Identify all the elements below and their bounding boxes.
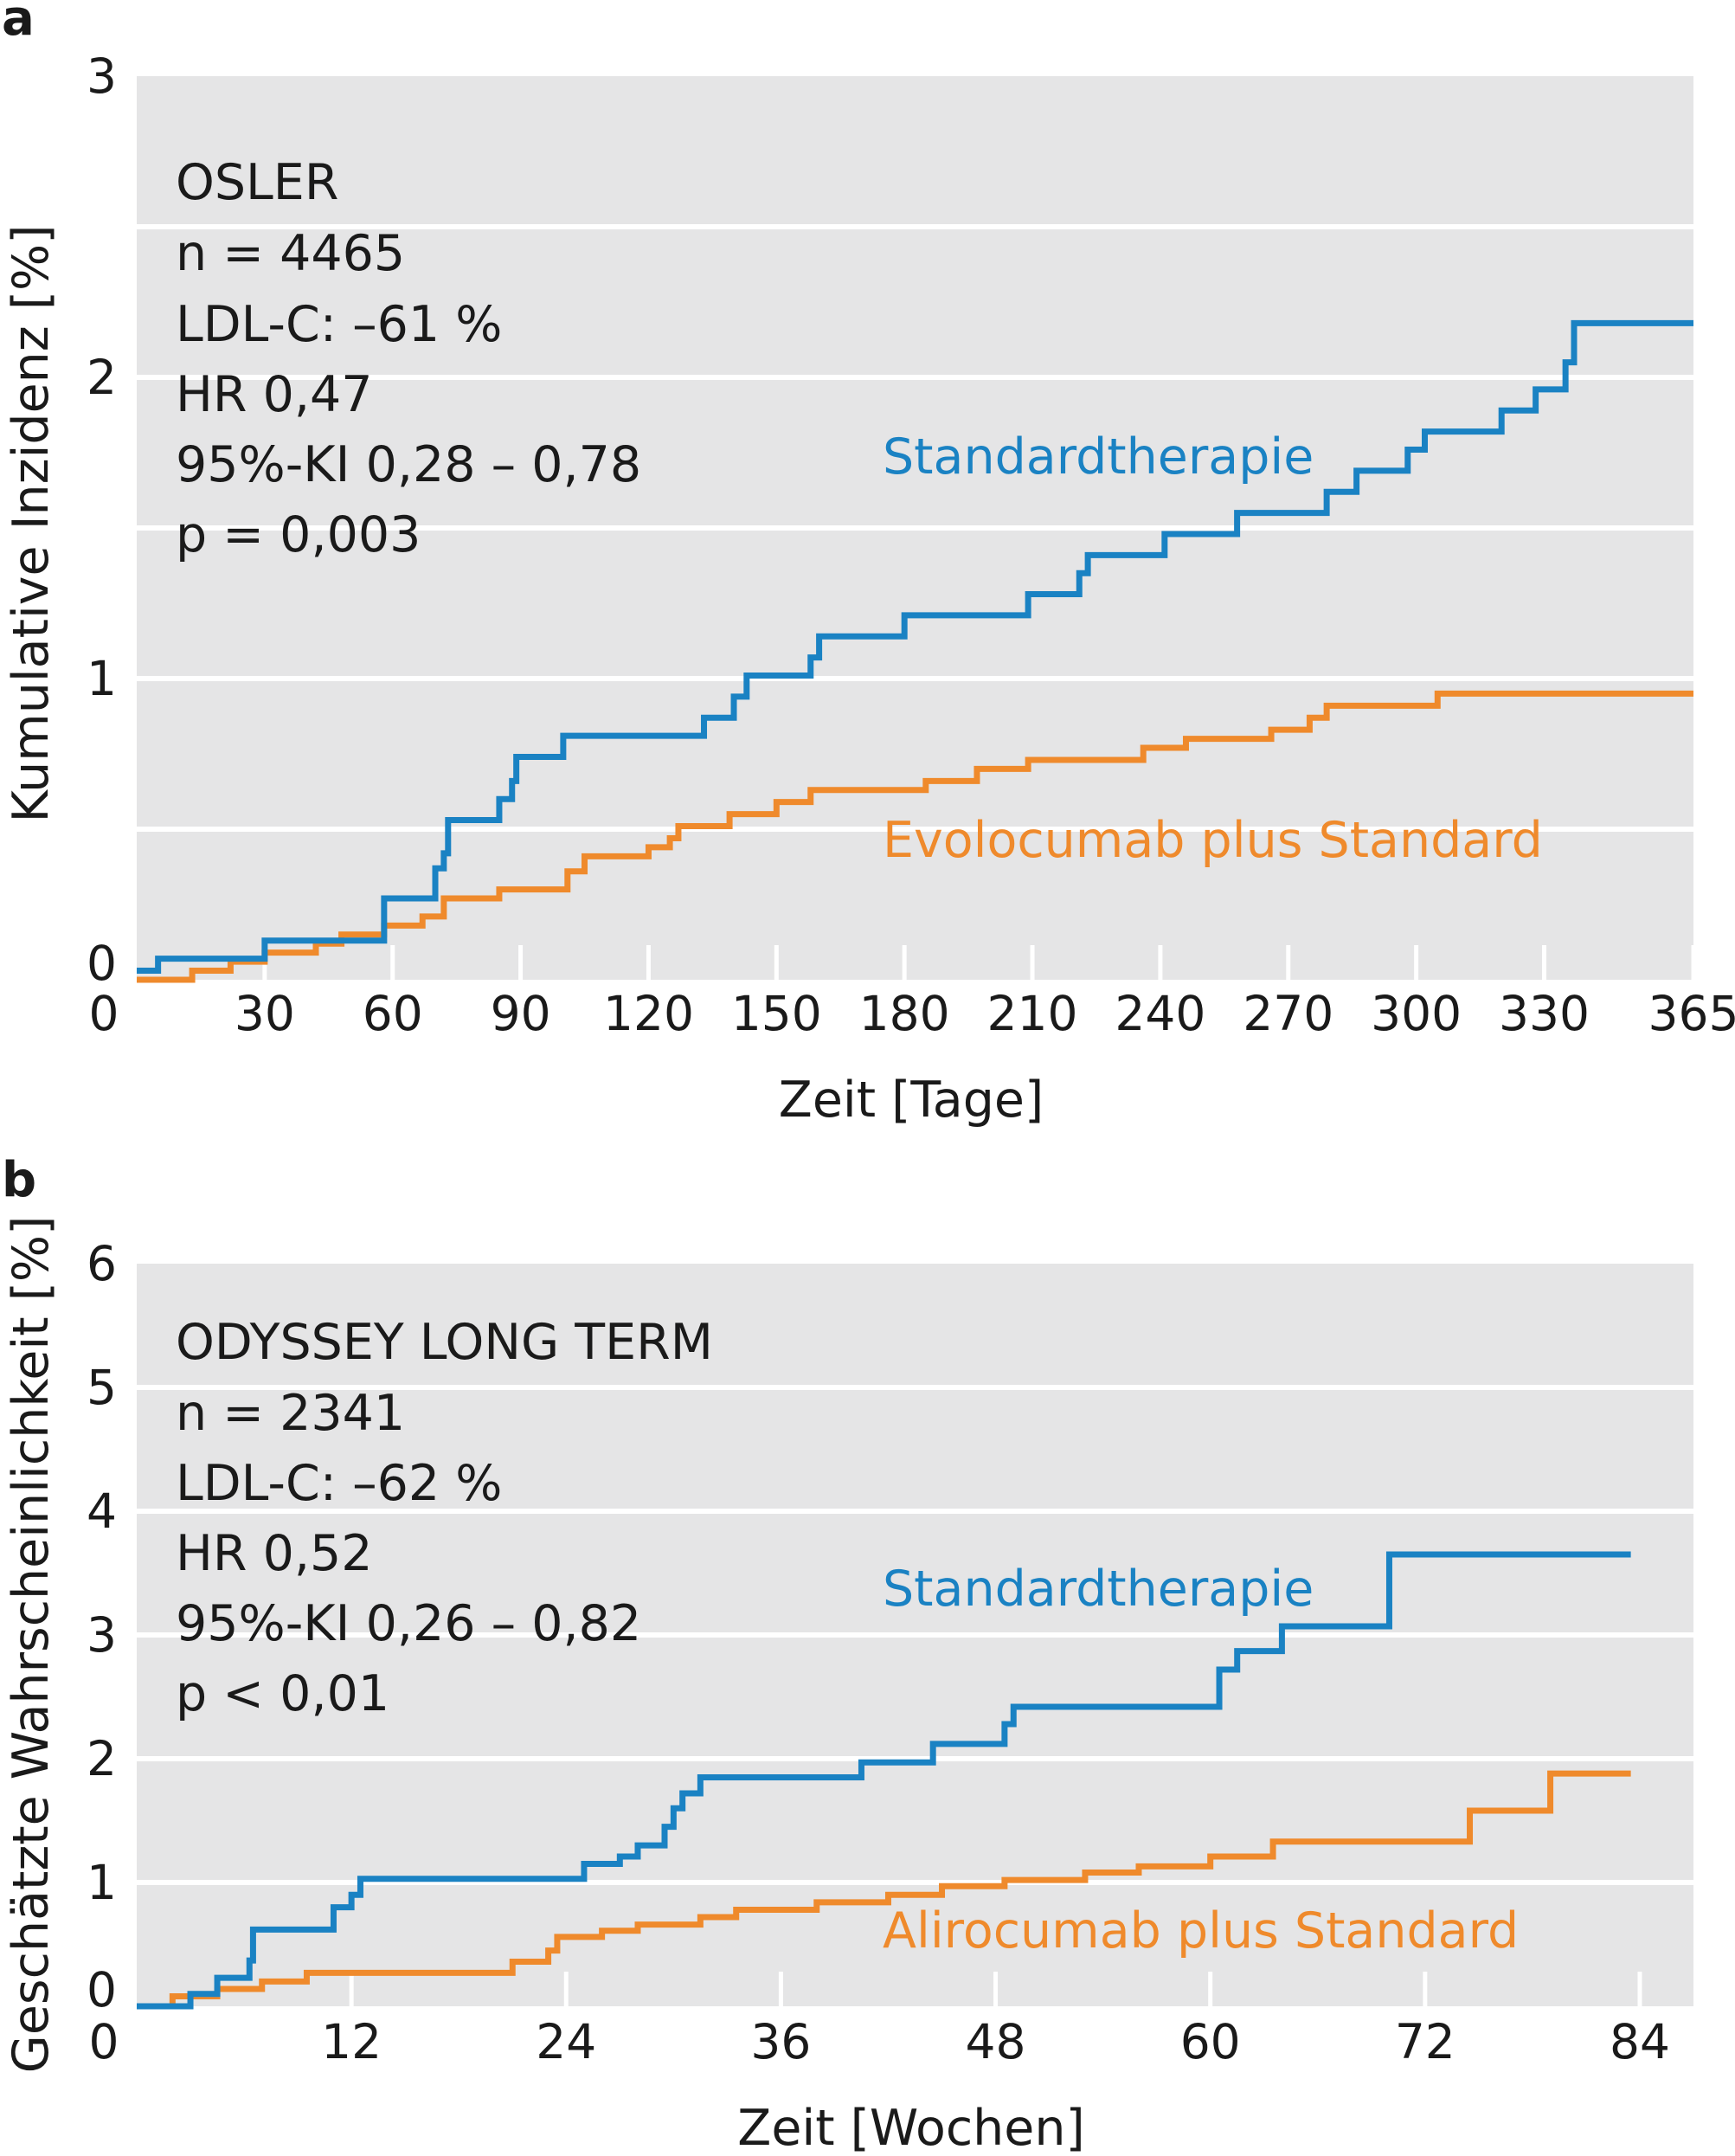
x-tick-label: 72 [1395, 2014, 1455, 2069]
panel-a: a 0 1 2 3 0 30 60 90 120 150 180 210 240 270 300 330 36… [2, 0, 1735, 1129]
series-line-pcsk9 [137, 1770, 1631, 2010]
y-tick-label: 0 [87, 936, 117, 991]
y-tick-label: 1 [87, 651, 117, 706]
panel-a-y-axis-title: Kumulative Inzidenz [%] [3, 225, 60, 823]
panel-b-x-tick-labels: 0 12 24 36 48 60 72 84 [89, 2014, 1670, 2069]
panel-a-hr: HR 0,47 [176, 366, 373, 423]
x-tick-label: 120 [603, 986, 694, 1041]
panel-b-letter: b [2, 1152, 36, 1208]
panel-a-gridlines [137, 224, 1693, 832]
y-tick-label: 2 [87, 1731, 117, 1786]
y-tick-label: 4 [87, 1483, 117, 1539]
panel-b-trial-name: ODYSSEY LONG TERM [176, 1314, 713, 1371]
x-tick-label: 180 [859, 986, 950, 1041]
panel-b-p-value: p < 0,01 [176, 1665, 389, 1722]
x-tick-label: 84 [1610, 2014, 1670, 2069]
panel-b-hr: HR 0,52 [176, 1525, 373, 1582]
x-tick-label: 210 [987, 986, 1078, 1041]
panel-b-y-axis-title: Geschätzte Wahrscheinlichkeit [%] [3, 1216, 60, 2074]
y-tick-label: 5 [87, 1360, 117, 1415]
x-tick-label: 48 [966, 2014, 1026, 2069]
panel-a-ldl: LDL-C: –61 % [176, 296, 502, 353]
panel-b-ci: 95%-KI 0,26 – 0,82 [176, 1595, 641, 1652]
panel-b-gridlines [137, 1385, 1693, 1885]
panel-b-ldl: LDL-C: –62 % [176, 1455, 502, 1512]
y-tick-label: 3 [87, 48, 117, 104]
panel-b-label-standard: Standardtherapie [883, 1561, 1314, 1618]
y-tick-label: 3 [87, 1607, 117, 1663]
panel-b-x-axis-title: Zeit [Wochen] [737, 2100, 1084, 2156]
panel-a-label-standard: Standardtherapie [883, 428, 1314, 486]
y-tick-label: 1 [87, 1855, 117, 1910]
panel-a-x-axis-title: Zeit [Tage] [779, 1072, 1044, 1129]
x-tick-label: 150 [731, 986, 822, 1041]
series-line-standard [137, 319, 1693, 975]
panel-b-label-alirocumab: Alirocumab plus Standard [883, 1902, 1519, 1960]
x-tick-label: 60 [1180, 2014, 1241, 2069]
x-tick-label: 24 [536, 2014, 596, 2069]
panel-a-n: n = 4465 [176, 225, 405, 282]
x-tick-label: 36 [750, 2014, 811, 2069]
y-tick-label: 6 [87, 1236, 117, 1291]
panel-a-trial-name: OSLER [176, 154, 338, 211]
x-tick-label: 30 [235, 986, 295, 1041]
panel-b-y-tick-labels: 0 1 2 3 4 5 6 [87, 1236, 117, 2018]
series-line-standard [137, 1551, 1631, 2010]
panel-a-x-ticks [262, 945, 1696, 980]
x-tick-label: 300 [1371, 986, 1462, 1041]
x-tick-label: 330 [1499, 986, 1590, 1041]
panel-a-label-evolocumab: Evolocumab plus Standard [883, 812, 1543, 869]
y-tick-label: 2 [87, 350, 117, 405]
panel-a-y-tick-labels: 0 1 2 3 [87, 48, 117, 991]
panel-b-x-ticks [349, 1972, 1642, 2006]
x-tick-label: 12 [321, 2014, 382, 2069]
x-tick-label: 270 [1243, 986, 1333, 1041]
x-tick-label: 60 [363, 986, 423, 1041]
panel-a-series [137, 319, 1693, 983]
panel-a-letter: a [2, 0, 35, 47]
x-tick-label: 90 [491, 986, 551, 1041]
x-tick-label: 0 [89, 986, 119, 1041]
panel-a-x-tick-labels: 0 30 60 90 120 150 180 210 240 270 300 330 365 [89, 986, 1735, 1041]
x-tick-label: 0 [89, 2014, 119, 2069]
x-tick-label: 365 [1648, 986, 1735, 1041]
x-tick-label: 240 [1115, 986, 1205, 1041]
panel-a-ci: 95%-KI 0,28 – 0,78 [176, 436, 641, 493]
y-tick-label: 0 [87, 1962, 117, 2018]
panel-b-n: n = 2341 [176, 1385, 405, 1442]
panel-b-series [137, 1551, 1631, 2010]
panel-a-p-value: p = 0,003 [176, 506, 421, 563]
